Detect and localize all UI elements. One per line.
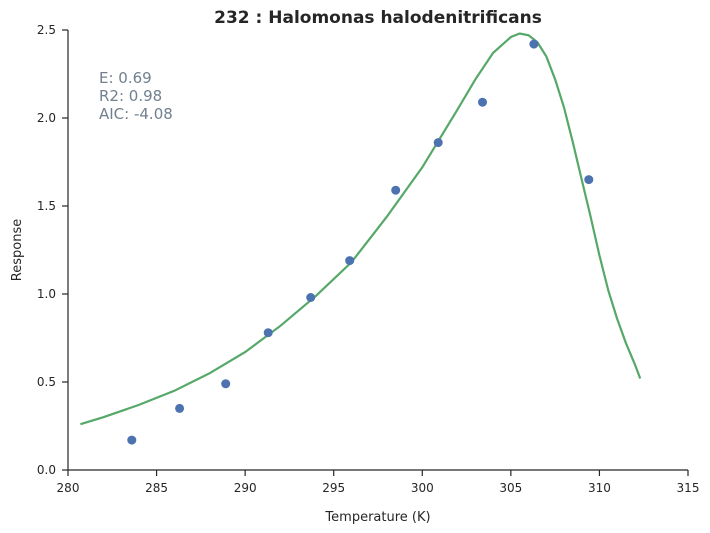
y-tick-label: 1.0 [37,287,56,301]
x-tick-label: 285 [145,481,168,495]
fit-curve [80,32,642,426]
chart-title: 232 : Halomonas halodenitrificans [214,8,542,28]
x-tick-label: 310 [588,481,611,495]
x-axis: 280 285 290 295 300 305 310 315 [57,469,700,495]
x-tick-label: 295 [322,481,345,495]
x-tick-label: 290 [234,481,257,495]
data-point [391,185,401,195]
plot-area [80,32,642,445]
x-tick-label: 315 [677,481,700,495]
data-point [345,256,355,266]
fit-statistics: E: 0.69 R2: 0.98 AIC: -4.08 [99,69,173,123]
annotation-r2: R2: 0.98 [99,87,162,105]
y-axis: 0.0 0.5 1.0 1.5 2.0 2.5 [37,23,69,477]
y-tick-label: 0.0 [37,463,56,477]
data-point [478,97,487,107]
x-axis-label: Temperature (K) [324,510,430,525]
y-axis-label: Response [10,219,25,281]
y-tick-label: 2.0 [37,111,56,125]
data-point [263,328,273,338]
data-point [584,175,594,185]
data-point [221,379,231,389]
data-point [433,138,443,148]
x-tick-label: 300 [411,481,434,495]
x-tick-label: 305 [499,481,522,495]
y-tick-label: 2.5 [37,23,56,37]
y-tick-label: 0.5 [37,375,56,389]
x-tick-label: 280 [57,481,80,495]
data-point [306,293,316,302]
data-point [175,403,185,413]
data-point [127,435,137,445]
data-point [529,39,539,49]
y-tick-label: 1.5 [37,199,56,213]
annotation-aic: AIC: -4.08 [99,105,173,123]
annotation-e: E: 0.69 [99,69,152,87]
